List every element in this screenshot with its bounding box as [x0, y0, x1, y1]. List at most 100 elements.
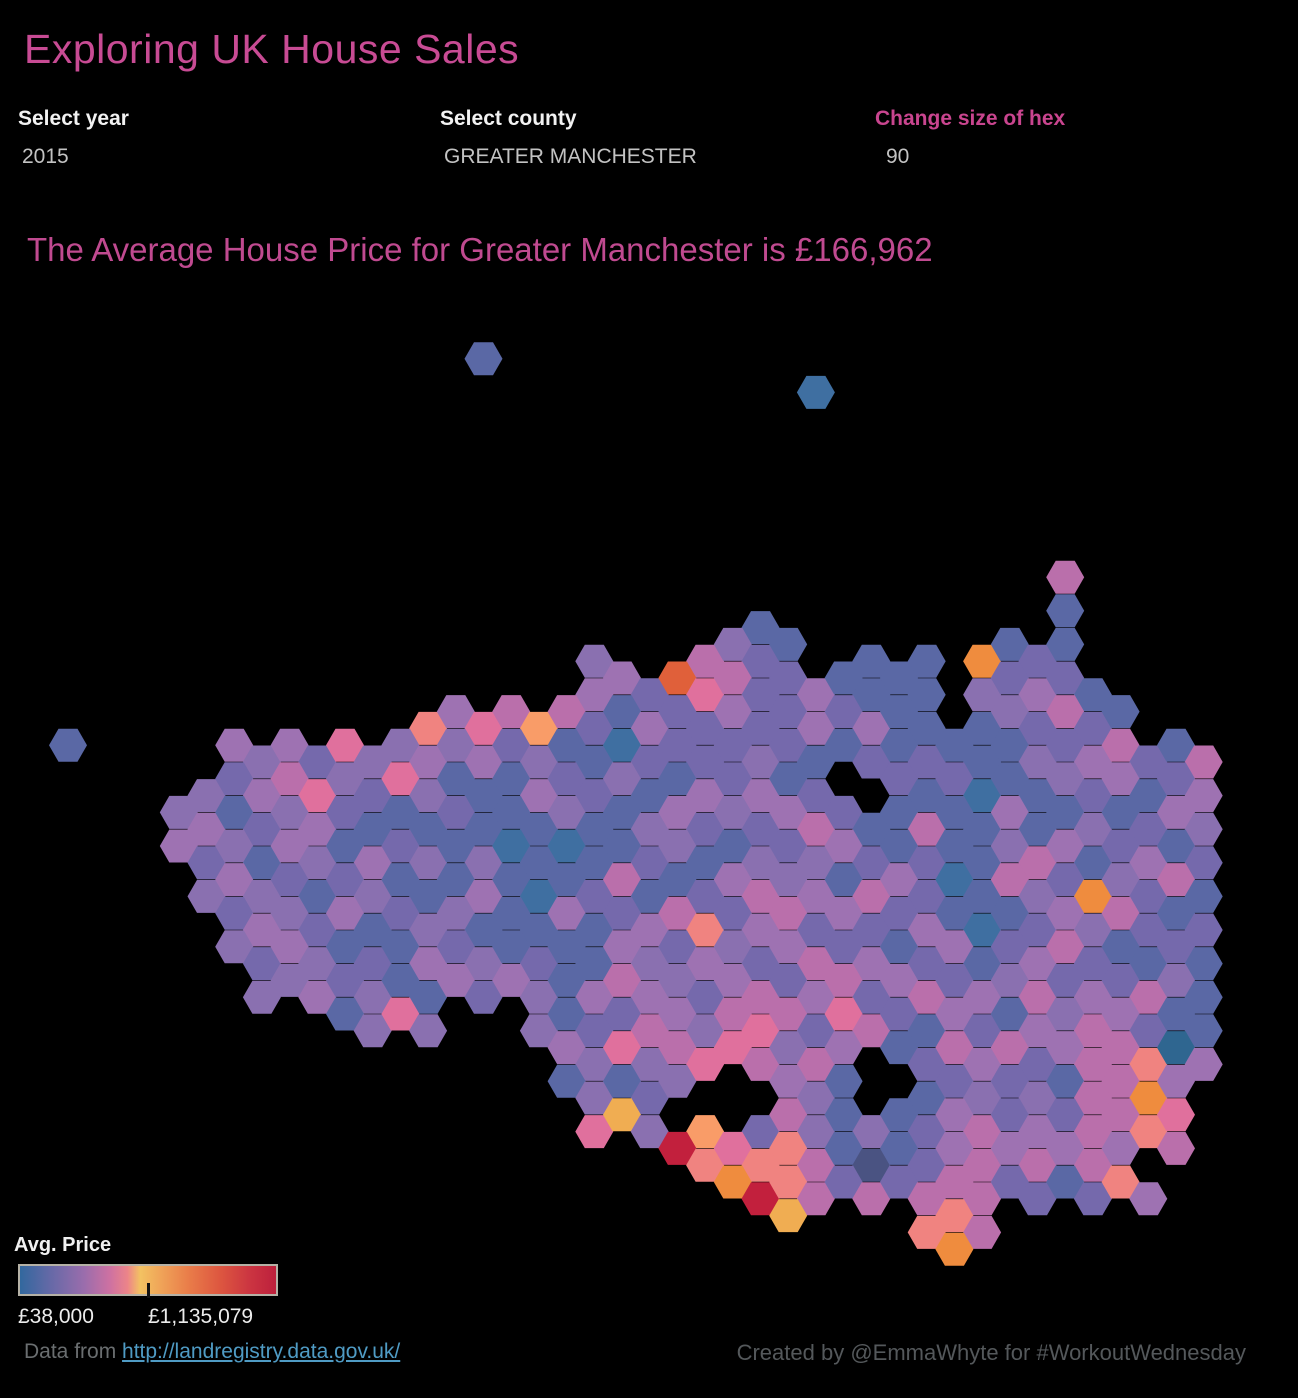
hex-mark[interactable]: [935, 728, 974, 762]
hex-mark[interactable]: [963, 846, 1002, 880]
hex-mark[interactable]: [1046, 1165, 1085, 1199]
hex-mark[interactable]: [658, 896, 697, 930]
hex-mark[interactable]: [1157, 863, 1195, 897]
hex-mark[interactable]: [603, 795, 641, 829]
hex-mark[interactable]: [852, 745, 891, 779]
hex-mark[interactable]: [492, 829, 531, 863]
hex-mark[interactable]: [741, 779, 780, 813]
hex-mark[interactable]: [270, 795, 309, 829]
hex-mark[interactable]: [547, 863, 586, 897]
hex-mark[interactable]: [769, 863, 808, 897]
hex-mark[interactable]: [1018, 711, 1057, 745]
hex-mark[interactable]: [215, 762, 254, 796]
hex-mark[interactable]: [935, 1232, 974, 1266]
hex-mark[interactable]: [769, 896, 808, 930]
hex-mark[interactable]: [713, 1031, 752, 1065]
hex-mark[interactable]: [630, 745, 669, 779]
hex-mark[interactable]: [1157, 728, 1195, 762]
hex-mark[interactable]: [326, 963, 364, 997]
hex-mark[interactable]: [381, 795, 420, 829]
hex-mark[interactable]: [796, 812, 835, 846]
hex-mark[interactable]: [907, 1215, 946, 1249]
hex-mark[interactable]: [990, 829, 1029, 863]
hex-mark[interactable]: [963, 779, 1002, 813]
hex-mark[interactable]: [381, 829, 420, 863]
hex-mark[interactable]: [796, 1115, 835, 1149]
hex-mark[interactable]: [215, 829, 254, 863]
hex-mark[interactable]: [907, 711, 946, 745]
hex-mark[interactable]: [326, 896, 364, 930]
hex-mark[interactable]: [242, 980, 281, 1014]
hex-mark[interactable]: [409, 980, 448, 1014]
hex-mark[interactable]: [519, 812, 558, 846]
hex-mark[interactable]: [1129, 812, 1168, 846]
hex-mark[interactable]: [935, 1131, 974, 1165]
hex-mark[interactable]: [741, 678, 780, 712]
hex-mark[interactable]: [686, 1014, 725, 1048]
hex-mark[interactable]: [187, 846, 226, 880]
hex-mark[interactable]: [603, 963, 641, 997]
hex-mark[interactable]: [464, 980, 503, 1014]
hex-mark[interactable]: [1046, 728, 1085, 762]
hex-mark[interactable]: [1157, 1098, 1195, 1132]
hex-mark[interactable]: [409, 846, 448, 880]
hex-mark[interactable]: [603, 930, 641, 964]
hex-mark[interactable]: [1018, 947, 1057, 981]
hex-mark[interactable]: [935, 930, 974, 964]
hex-mark[interactable]: [1101, 1098, 1140, 1132]
hex-mark[interactable]: [1184, 779, 1223, 813]
hex-mark[interactable]: [990, 930, 1029, 964]
hex-mark[interactable]: [270, 829, 309, 863]
hex-mark[interactable]: [658, 695, 697, 729]
hex-mark[interactable]: [1073, 1047, 1112, 1081]
hex-mark[interactable]: [1018, 846, 1057, 880]
hex-mark[interactable]: [824, 1098, 863, 1132]
hex-mark[interactable]: [1157, 795, 1195, 829]
hex-mark[interactable]: [1157, 1064, 1195, 1098]
hex-mark[interactable]: [769, 963, 808, 997]
hex-mark[interactable]: [880, 863, 918, 897]
hex-mark[interactable]: [963, 1182, 1002, 1216]
hex-mark[interactable]: [547, 963, 586, 997]
hex-mark[interactable]: [353, 812, 392, 846]
hex-mark[interactable]: [852, 711, 891, 745]
hex-mark[interactable]: [1073, 879, 1112, 913]
hex-mark[interactable]: [963, 711, 1002, 745]
hex-mark[interactable]: [713, 896, 752, 930]
hex-mark[interactable]: [436, 829, 475, 863]
hex-mark[interactable]: [1129, 879, 1168, 913]
hex-mark[interactable]: [935, 1064, 974, 1098]
hex-mark[interactable]: [187, 812, 226, 846]
hex-mark[interactable]: [519, 913, 558, 947]
hex-mark[interactable]: [990, 896, 1029, 930]
hex-mark[interactable]: [1101, 728, 1140, 762]
hex-mark[interactable]: [713, 1131, 752, 1165]
hex-mark[interactable]: [935, 997, 974, 1031]
hex-mark[interactable]: [907, 846, 946, 880]
hex-mark[interactable]: [824, 1165, 863, 1199]
hex-mark[interactable]: [409, 913, 448, 947]
hex-mark[interactable]: [796, 375, 835, 409]
hex-mark[interactable]: [852, 879, 891, 913]
hex-mark[interactable]: [1046, 963, 1085, 997]
hex-mark[interactable]: [603, 1098, 641, 1132]
hex-mark[interactable]: [1073, 1081, 1112, 1115]
hex-mark[interactable]: [880, 1165, 918, 1199]
hex-mark[interactable]: [436, 930, 475, 964]
hex-mark[interactable]: [1101, 695, 1140, 729]
hex-mark[interactable]: [1046, 997, 1085, 1031]
hex-mark[interactable]: [713, 997, 752, 1031]
hex-mark[interactable]: [1018, 1115, 1057, 1149]
hex-mark[interactable]: [519, 779, 558, 813]
hex-mark[interactable]: [880, 1131, 918, 1165]
hex-mark[interactable]: [298, 980, 337, 1014]
hex-mark[interactable]: [1157, 1131, 1195, 1165]
hex-mark[interactable]: [963, 1215, 1002, 1249]
hex-mark[interactable]: [686, 678, 725, 712]
hex-mark[interactable]: [519, 1014, 558, 1048]
hex-mark[interactable]: [990, 1165, 1029, 1199]
hex-mark[interactable]: [326, 930, 364, 964]
hex-mark[interactable]: [353, 745, 392, 779]
hex-mark[interactable]: [381, 728, 420, 762]
hex-mark[interactable]: [575, 947, 614, 981]
